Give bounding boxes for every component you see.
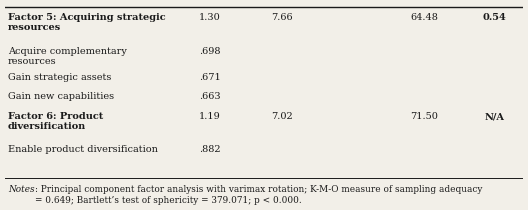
Text: Gain new capabilities: Gain new capabilities — [8, 92, 114, 101]
Text: N/A: N/A — [484, 112, 504, 121]
Text: .671: .671 — [199, 73, 221, 82]
Text: Enable product diversification: Enable product diversification — [8, 145, 158, 154]
Text: Factor 6: Product
diversification: Factor 6: Product diversification — [8, 112, 103, 131]
Text: .663: .663 — [199, 92, 221, 101]
Text: Acquire complementary
resources: Acquire complementary resources — [8, 47, 127, 66]
Text: 1.19: 1.19 — [199, 112, 221, 121]
Text: 0.54: 0.54 — [483, 13, 506, 22]
Text: Gain strategic assets: Gain strategic assets — [8, 73, 111, 82]
Text: 64.48: 64.48 — [410, 13, 438, 22]
Text: .882: .882 — [199, 145, 221, 154]
Text: : Principal component factor analysis with varimax rotation; K-M-O measure of sa: : Principal component factor analysis wi… — [35, 185, 482, 205]
Text: 7.02: 7.02 — [271, 112, 293, 121]
Text: 1.30: 1.30 — [199, 13, 221, 22]
Text: Factor 5: Acquiring strategic
resources: Factor 5: Acquiring strategic resources — [8, 13, 165, 33]
Text: 7.66: 7.66 — [271, 13, 293, 22]
Text: .698: .698 — [199, 47, 220, 56]
Text: 71.50: 71.50 — [410, 112, 438, 121]
Text: Notes: Notes — [8, 185, 34, 194]
